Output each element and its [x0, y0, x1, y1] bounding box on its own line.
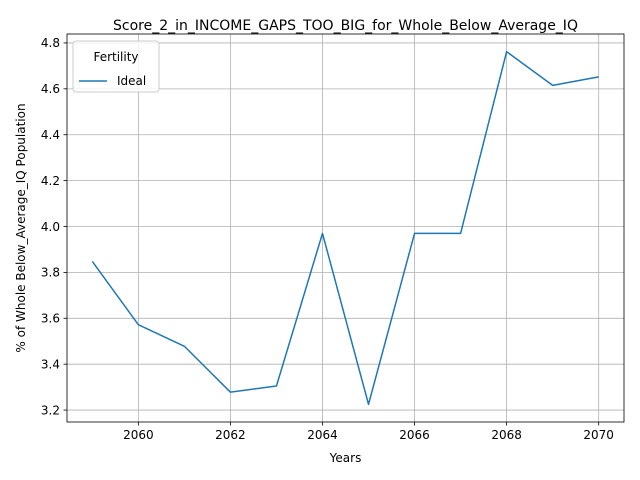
legend: Fertility Ideal	[72, 40, 160, 93]
plot-area-frame	[66, 33, 625, 423]
y-tick-label: 3.4	[41, 357, 60, 371]
y-tick-label: 3.2	[41, 403, 60, 417]
y-tick-label: 4.6	[41, 82, 60, 96]
x-axis-title: Years	[329, 451, 362, 465]
chart-title: Score_2_in_INCOME_GAPS_TOO_BIG_for_Whole…	[113, 18, 578, 34]
series-lines	[91, 50, 599, 406]
y-tick-label: 4.2	[41, 174, 60, 188]
grid-lines	[67, 34, 624, 422]
y-axis-title: % of Whole Below_Average_IQ Population	[14, 103, 28, 352]
x-tick-label: 2070	[583, 428, 614, 442]
x-axis: 2060 2062 2064 2066 2068 2070	[123, 422, 614, 442]
series-line-ideal	[91, 50, 599, 406]
x-tick-label: 2064	[307, 428, 338, 442]
legend-title: Fertility	[93, 50, 138, 64]
y-tick-label: 3.6	[41, 312, 60, 326]
y-axis: 3.2 3.4 3.6 3.8 4.0 4.2 4.4 4.6 4.8	[41, 36, 67, 417]
x-tick-label: 2068	[491, 428, 522, 442]
x-tick-label: 2062	[215, 428, 246, 442]
y-tick-label: 4.4	[41, 128, 60, 142]
y-tick-label: 4.8	[41, 36, 60, 50]
x-tick-label: 2066	[399, 428, 430, 442]
legend-box	[72, 40, 160, 93]
legend-label-ideal: Ideal	[117, 74, 146, 88]
y-tick-label: 4.0	[41, 220, 60, 234]
y-tick-label: 3.8	[41, 266, 60, 280]
x-tick-label: 2060	[123, 428, 154, 442]
